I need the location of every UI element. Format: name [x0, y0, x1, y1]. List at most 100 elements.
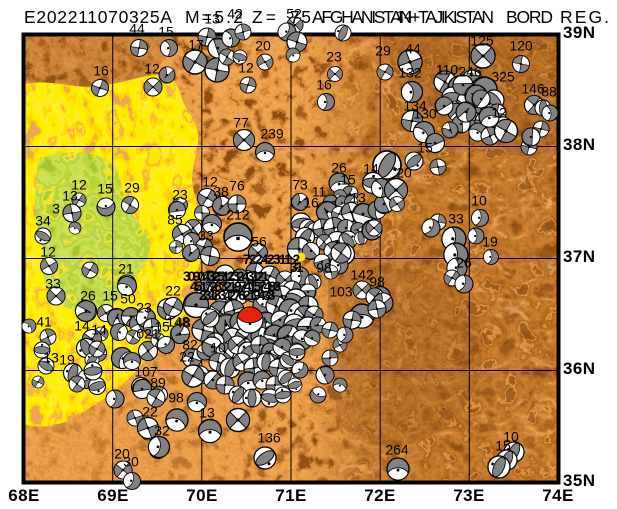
svg-text:26: 26 — [456, 255, 472, 271]
svg-text:34: 34 — [35, 213, 51, 229]
svg-text:98: 98 — [316, 260, 332, 276]
svg-text:20: 20 — [396, 165, 412, 181]
svg-text:26: 26 — [80, 288, 96, 304]
svg-text:38N: 38N — [563, 135, 595, 154]
svg-text:23: 23 — [326, 49, 342, 65]
svg-text:73E: 73E — [453, 486, 484, 505]
svg-text:52: 52 — [286, 6, 302, 22]
svg-text:71E: 71E — [275, 486, 306, 505]
svg-text:16: 16 — [316, 77, 332, 93]
svg-text:22: 22 — [179, 349, 195, 365]
svg-text:M=5.2: M=5.2 — [185, 7, 243, 27]
svg-text:BORD: BORD — [506, 7, 553, 27]
svg-text:15: 15 — [495, 438, 511, 454]
svg-text:142: 142 — [350, 267, 374, 283]
svg-text:29: 29 — [124, 180, 140, 196]
svg-text:AFGHANISTAN+TAJIKISTAN: AFGHANISTAN+TAJIKISTAN — [312, 7, 494, 27]
svg-text:11: 11 — [312, 184, 327, 200]
svg-text:36N: 36N — [563, 359, 595, 378]
svg-text:10: 10 — [210, 340, 226, 356]
svg-text:21: 21 — [118, 261, 134, 277]
svg-text:42: 42 — [227, 6, 243, 22]
svg-text:10: 10 — [503, 429, 519, 445]
svg-text:20: 20 — [255, 38, 271, 54]
svg-text:98: 98 — [369, 274, 385, 290]
svg-text:15: 15 — [340, 172, 356, 188]
svg-text:132: 132 — [398, 65, 422, 81]
svg-text:13: 13 — [204, 11, 220, 27]
svg-text:98: 98 — [168, 390, 184, 406]
svg-text:19: 19 — [482, 234, 498, 250]
svg-text:14: 14 — [363, 161, 379, 177]
svg-text:68E: 68E — [8, 486, 39, 505]
svg-text:20: 20 — [114, 446, 130, 462]
svg-text:33: 33 — [45, 276, 61, 292]
svg-text:246: 246 — [458, 64, 482, 80]
svg-text:16: 16 — [93, 63, 109, 79]
svg-text:23: 23 — [136, 300, 152, 316]
svg-text:451728321974157493: 451728321974157493 — [190, 279, 281, 294]
svg-text:14: 14 — [74, 318, 90, 334]
svg-text:15: 15 — [102, 288, 118, 304]
svg-text:33: 33 — [198, 228, 214, 244]
svg-text:69E: 69E — [97, 486, 128, 505]
svg-text:15: 15 — [154, 319, 170, 335]
svg-text:88: 88 — [541, 84, 557, 100]
svg-text:120: 120 — [509, 38, 533, 54]
svg-text:72E: 72E — [364, 486, 395, 505]
svg-text:231834276219438: 231834276219438 — [199, 288, 276, 303]
svg-text:325: 325 — [491, 69, 515, 85]
svg-text:13: 13 — [350, 190, 366, 206]
svg-text:17: 17 — [188, 37, 204, 53]
svg-text:44: 44 — [129, 21, 145, 37]
svg-text:REG.: REG. — [560, 7, 609, 27]
svg-text:16: 16 — [303, 195, 319, 211]
svg-text:103: 103 — [329, 284, 353, 300]
svg-text:13: 13 — [62, 188, 78, 204]
svg-text:12: 12 — [491, 105, 507, 121]
svg-text:85: 85 — [167, 212, 183, 228]
svg-text:19: 19 — [59, 352, 75, 368]
svg-text:136: 136 — [257, 430, 281, 446]
svg-text:146: 146 — [521, 81, 545, 97]
svg-text:72242311 2: 72242311 2 — [243, 252, 300, 267]
svg-text:26: 26 — [331, 160, 347, 176]
svg-text:35N: 35N — [563, 471, 595, 490]
svg-text:134: 134 — [403, 98, 427, 114]
svg-text:12: 12 — [144, 61, 160, 77]
svg-text:239: 239 — [260, 126, 284, 142]
svg-text:30904325123243121: 30904325123243121 — [183, 269, 270, 284]
svg-text:23: 23 — [172, 187, 188, 203]
svg-text:130: 130 — [413, 106, 437, 122]
svg-text:41: 41 — [36, 314, 52, 330]
svg-text:14: 14 — [91, 322, 107, 338]
svg-text:74E: 74E — [542, 486, 573, 505]
svg-text:212: 212 — [226, 207, 250, 223]
svg-text:48: 48 — [175, 315, 191, 331]
svg-text:75: 75 — [290, 7, 311, 27]
svg-text:38: 38 — [213, 184, 229, 200]
svg-text:264: 264 — [385, 442, 409, 458]
svg-text:37N: 37N — [563, 247, 595, 266]
svg-text:30: 30 — [123, 454, 139, 470]
svg-text:15: 15 — [417, 140, 433, 156]
svg-text:77: 77 — [233, 115, 249, 131]
svg-text:29: 29 — [375, 43, 391, 59]
svg-text:110: 110 — [436, 62, 459, 78]
svg-text:73: 73 — [292, 177, 308, 193]
svg-text:70E: 70E — [186, 486, 217, 505]
svg-text:13: 13 — [43, 350, 59, 366]
svg-text:22: 22 — [165, 283, 181, 299]
svg-text:3: 3 — [52, 201, 60, 217]
svg-text:107: 107 — [134, 364, 158, 380]
svg-text:15: 15 — [158, 24, 174, 40]
svg-text:10: 10 — [471, 193, 487, 209]
svg-text:31: 31 — [290, 260, 304, 275]
svg-text:E202211070325A: E202211070325A — [24, 7, 172, 27]
svg-text:13: 13 — [199, 405, 215, 421]
svg-text:56: 56 — [251, 234, 267, 250]
svg-text:50: 50 — [120, 291, 136, 307]
svg-text:44: 44 — [405, 41, 421, 57]
svg-text:33: 33 — [448, 211, 464, 227]
svg-text:021: 021 — [136, 326, 160, 342]
